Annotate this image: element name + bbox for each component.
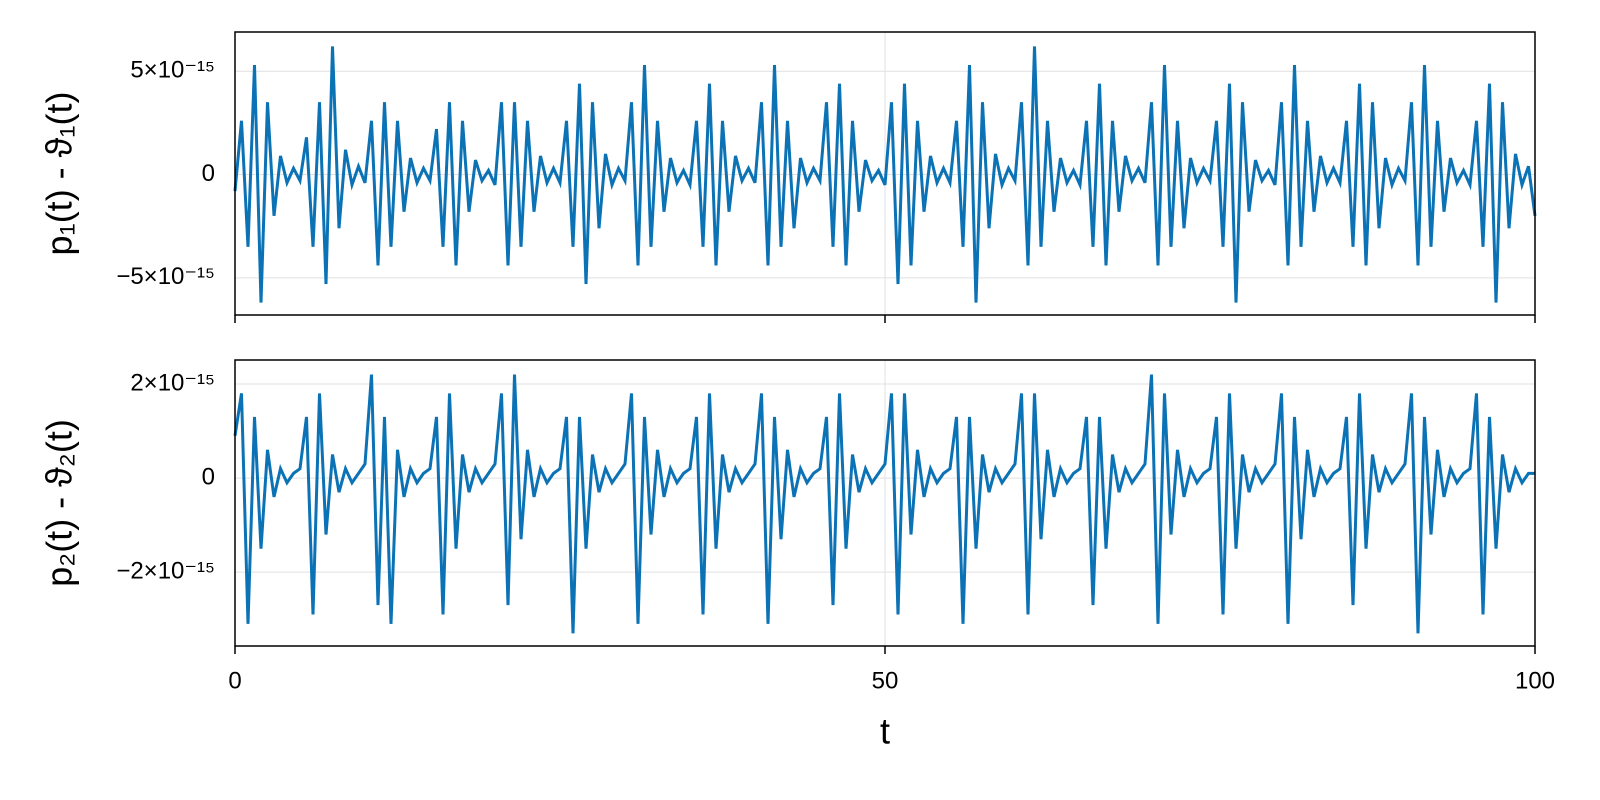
y-tick-label: 5×10⁻¹⁵ [130,57,215,84]
plot-frame [234,31,1536,316]
y-tick-label: 2×10⁻¹⁵ [130,369,215,396]
data-line [233,374,1535,634]
x-tick-label: 100 [1515,667,1555,694]
x-tick-label: 50 [872,667,899,694]
y-tick-label: −5×10⁻¹⁵ [116,263,215,290]
y-tick-label: 0 [202,160,215,187]
plot-frame [234,359,1536,647]
y-tick-label: −2×10⁻¹⁵ [116,557,215,584]
y-axis-label: p₁(t) - ϑ₁(t) [39,92,80,256]
data-line [233,46,1537,303]
y-tick-label: 0 [202,463,215,490]
y-axis-label: p₂(t) - ϑ₂(t) [39,419,80,587]
x-axis-label: t [880,711,890,752]
x-tick-label: 0 [228,667,241,694]
